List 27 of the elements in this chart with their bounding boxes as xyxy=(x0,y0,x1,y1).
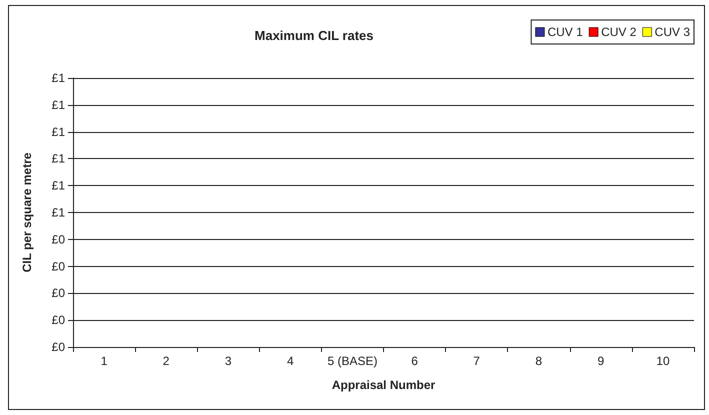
y-tick-label: £1 xyxy=(52,152,66,166)
x-tick-label: 4 xyxy=(287,354,294,368)
x-tick-label: 1 xyxy=(100,354,108,368)
y-tick-label: £0 xyxy=(52,340,66,354)
y-tick-label: £0 xyxy=(52,232,66,246)
y-tick-label: £0 xyxy=(52,259,66,274)
y-axis-title: CIL per square metre xyxy=(20,152,34,272)
x-tick-label: 5 (BASE) xyxy=(327,354,378,368)
chart-title: Maximum CIL rates xyxy=(254,28,374,43)
x-tick-label: 2 xyxy=(162,354,170,368)
x-tick-label: 6 xyxy=(411,354,418,368)
y-tick-label: £1 xyxy=(52,178,66,193)
x-tick-label: 7 xyxy=(473,354,480,368)
y-tick-label: £0 xyxy=(52,286,66,300)
y-tick-label: £1 xyxy=(52,98,66,112)
legend-label: CUV 2 xyxy=(601,25,637,39)
y-tick-label: £1 xyxy=(52,124,66,139)
x-tick-label: 10 xyxy=(656,354,670,368)
legend-label: CUV 3 xyxy=(654,25,690,39)
x-tick-label: 9 xyxy=(598,354,605,368)
y-tick-label: £1 xyxy=(52,206,66,220)
x-tick-label: 3 xyxy=(224,354,232,368)
legend-label: CUV 1 xyxy=(547,25,584,39)
y-tick-label: £0 xyxy=(52,313,66,328)
x-tick-label: 8 xyxy=(535,354,542,368)
y-tick-label: £1 xyxy=(52,71,66,85)
x-axis-title: Appraisal Number xyxy=(332,378,436,392)
